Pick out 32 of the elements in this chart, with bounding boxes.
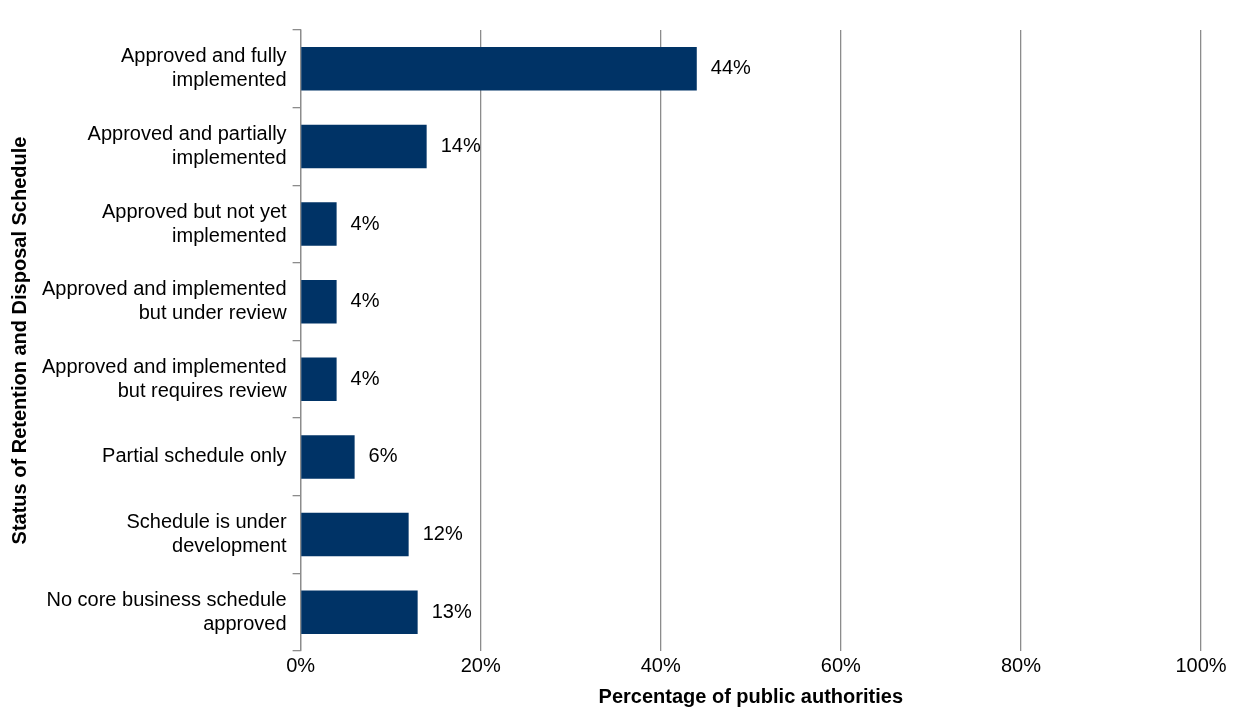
bar — [301, 512, 409, 557]
data-label: 6% — [368, 444, 398, 467]
x-tick-label: 0% — [286, 653, 316, 676]
y-axis-title: Status of Retention and Disposal Schedule — [7, 136, 30, 545]
bar — [301, 435, 355, 479]
bar — [301, 357, 337, 402]
y-tick-label: Partial schedule only — [102, 444, 287, 467]
x-tick-label: 60% — [820, 653, 862, 676]
y-tick-label: Approved and partially implemented — [87, 121, 287, 168]
y-tick-label: No core business schedule approved — [46, 587, 287, 634]
data-label: 14% — [440, 133, 481, 156]
y-tick-label: Approved and fully implemented — [120, 44, 287, 91]
x-axis-title: Percentage of public authorities — [598, 684, 904, 707]
data-label: 4% — [350, 366, 380, 389]
bar — [301, 279, 337, 324]
bar — [301, 202, 337, 246]
data-label: 44% — [710, 56, 752, 79]
bar — [301, 124, 427, 169]
data-label: 13% — [431, 599, 472, 622]
x-tick-label: 100% — [1175, 653, 1227, 676]
y-tick-label: Approved and implemented but under review — [41, 277, 288, 324]
x-tick-label: 80% — [1000, 653, 1042, 676]
y-tick-label: Schedule is under development — [126, 510, 288, 557]
y-tick-label: Approved but not yet implemented — [102, 199, 288, 246]
bar — [301, 590, 418, 634]
data-label: 4% — [350, 211, 380, 234]
y-tick-label: Approved and implemented but requires review — [41, 354, 288, 401]
bar — [301, 47, 697, 91]
data-label: 12% — [422, 522, 463, 545]
x-tick-label: 20% — [460, 653, 501, 676]
data-label: 4% — [350, 289, 380, 312]
x-tick-label: 40% — [640, 653, 681, 676]
